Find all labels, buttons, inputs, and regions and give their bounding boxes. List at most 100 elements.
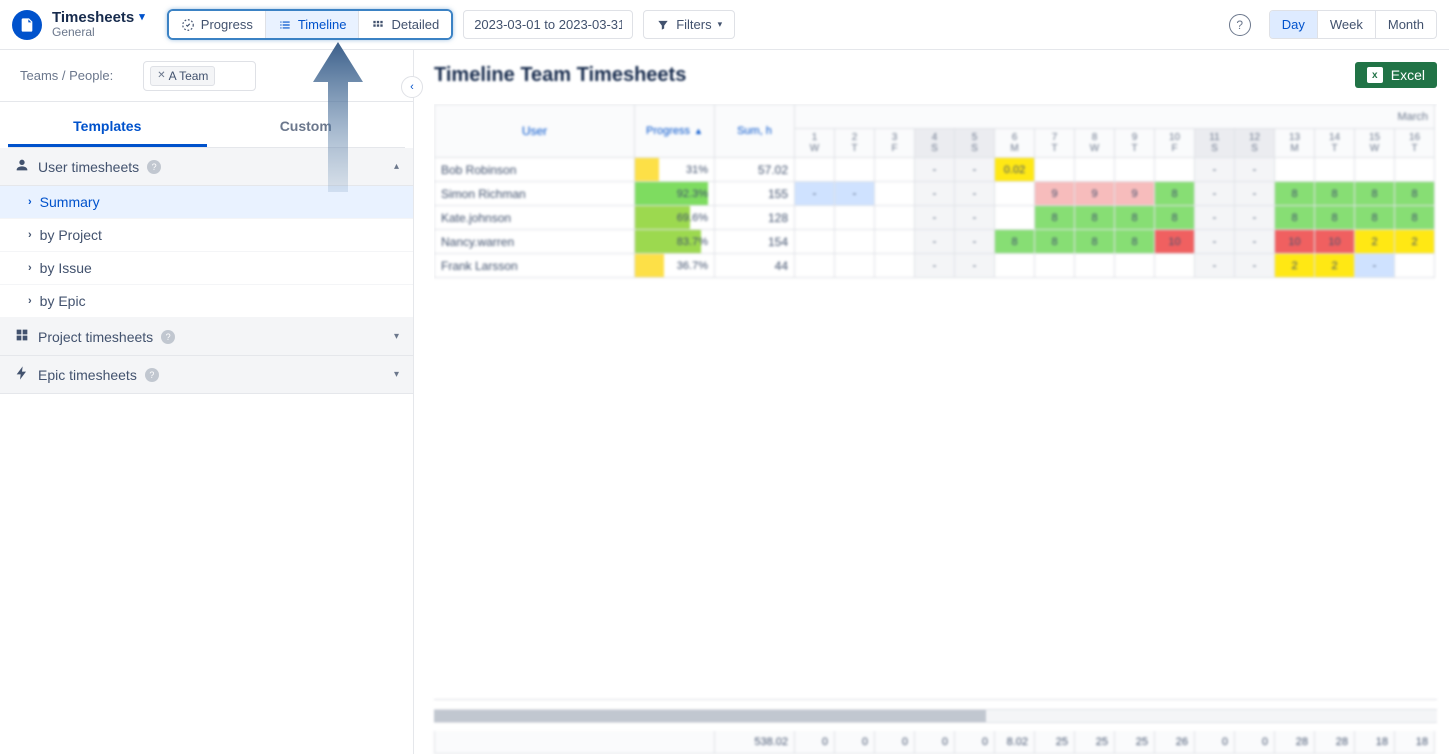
value-cell[interactable]: - (955, 230, 995, 254)
value-cell[interactable]: 8 (1395, 182, 1435, 206)
value-cell[interactable]: 2 (1275, 254, 1315, 278)
value-cell[interactable] (795, 206, 835, 230)
day-header[interactable]: 13M (1275, 129, 1315, 158)
view-timeline[interactable]: Timeline (266, 11, 360, 38)
value-cell[interactable]: 8 (1275, 206, 1315, 230)
day-header[interactable]: 2T (835, 129, 875, 158)
value-cell[interactable] (1035, 254, 1075, 278)
value-cell[interactable]: 2 (1315, 254, 1355, 278)
view-progress[interactable]: Progress (169, 11, 266, 38)
user-name[interactable]: Kate.johnson (435, 206, 635, 230)
value-cell[interactable]: - (915, 230, 955, 254)
value-cell[interactable]: - (1195, 158, 1235, 182)
horizontal-scrollbar[interactable] (434, 709, 1437, 723)
sidebar-collapse-button[interactable]: ‹ (401, 76, 423, 98)
help-icon[interactable]: ? (145, 368, 159, 382)
tree-item-1[interactable]: ›by Project (0, 219, 413, 252)
value-cell[interactable]: 10 (1315, 230, 1355, 254)
value-cell[interactable]: - (1195, 206, 1235, 230)
value-cell[interactable]: - (955, 254, 995, 278)
user-name[interactable]: Nancy.warren (435, 230, 635, 254)
value-cell[interactable]: 8 (1115, 206, 1155, 230)
value-cell[interactable]: - (1235, 206, 1275, 230)
value-cell[interactable] (875, 254, 915, 278)
day-header[interactable]: 9T (1115, 129, 1155, 158)
day-header[interactable]: 6M (995, 129, 1035, 158)
value-cell[interactable] (875, 182, 915, 206)
value-cell[interactable]: 8 (1035, 230, 1075, 254)
view-detailed[interactable]: Detailed (359, 11, 451, 38)
value-cell[interactable] (995, 254, 1035, 278)
scrollbar-thumb[interactable] (434, 710, 986, 722)
value-cell[interactable]: 10 (1275, 230, 1315, 254)
value-cell[interactable] (835, 206, 875, 230)
value-cell[interactable] (795, 254, 835, 278)
value-cell[interactable]: 8 (1355, 206, 1395, 230)
help-icon[interactable]: ? (147, 160, 161, 174)
day-header[interactable]: 7T (1035, 129, 1075, 158)
granularity-month[interactable]: Month (1376, 11, 1436, 38)
day-header[interactable]: 14T (1315, 129, 1355, 158)
value-cell[interactable]: - (915, 254, 955, 278)
tab-templates[interactable]: Templates (8, 108, 207, 147)
date-range-input[interactable] (463, 10, 633, 39)
value-cell[interactable]: 8 (1395, 206, 1435, 230)
filters-button[interactable]: Filters ▾ (643, 10, 735, 39)
day-header[interactable]: 3F (875, 129, 915, 158)
value-cell[interactable] (1075, 254, 1115, 278)
value-cell[interactable] (1315, 158, 1355, 182)
col-sum[interactable]: Sum, h (715, 105, 795, 158)
value-cell[interactable]: - (1355, 254, 1395, 278)
granularity-week[interactable]: Week (1318, 11, 1376, 38)
value-cell[interactable]: 9 (1075, 182, 1115, 206)
user-name[interactable]: Simon Richman (435, 182, 635, 206)
value-cell[interactable] (1395, 254, 1435, 278)
tree-item-0[interactable]: ›Summary (0, 186, 413, 219)
value-cell[interactable]: - (915, 158, 955, 182)
value-cell[interactable] (795, 158, 835, 182)
value-cell[interactable]: 2 (1395, 230, 1435, 254)
value-cell[interactable]: 8 (1035, 206, 1075, 230)
value-cell[interactable]: 8 (1155, 182, 1195, 206)
value-cell[interactable]: 8 (1115, 230, 1155, 254)
tab-custom[interactable]: Custom (207, 108, 406, 147)
title-block[interactable]: Timesheets ▾ General (52, 9, 145, 40)
day-header[interactable]: 8W (1075, 129, 1115, 158)
group-header-1[interactable]: Project timesheets?▾ (0, 318, 413, 356)
value-cell[interactable] (1155, 254, 1195, 278)
day-header[interactable]: 10F (1155, 129, 1195, 158)
day-header[interactable]: 4S (915, 129, 955, 158)
value-cell[interactable] (795, 230, 835, 254)
day-header[interactable]: 1W (795, 129, 835, 158)
day-header[interactable]: 12S (1235, 129, 1275, 158)
granularity-day[interactable]: Day (1270, 11, 1318, 38)
value-cell[interactable] (1155, 158, 1195, 182)
group-header-0[interactable]: User timesheets?▴ (0, 148, 413, 186)
value-cell[interactable] (835, 230, 875, 254)
value-cell[interactable]: - (1235, 230, 1275, 254)
col-progress[interactable]: Progress ▲ (635, 105, 715, 158)
value-cell[interactable]: - (915, 182, 955, 206)
value-cell[interactable] (1075, 158, 1115, 182)
value-cell[interactable]: 0.02 (995, 158, 1035, 182)
value-cell[interactable]: 8 (1155, 206, 1195, 230)
value-cell[interactable]: 9 (1035, 182, 1075, 206)
value-cell[interactable]: - (1195, 230, 1235, 254)
day-header[interactable]: 5S (955, 129, 995, 158)
user-name[interactable]: Frank Larsson (435, 254, 635, 278)
value-cell[interactable]: 10 (1155, 230, 1195, 254)
teams-input[interactable]: ✕ A Team (143, 61, 256, 91)
value-cell[interactable] (835, 158, 875, 182)
value-cell[interactable]: - (835, 182, 875, 206)
value-cell[interactable]: 8 (1075, 230, 1115, 254)
value-cell[interactable]: 8 (1315, 206, 1355, 230)
day-header[interactable]: 11S (1195, 129, 1235, 158)
value-cell[interactable]: - (955, 206, 995, 230)
value-cell[interactable] (835, 254, 875, 278)
value-cell[interactable]: - (1195, 254, 1235, 278)
day-header[interactable]: 16T (1395, 129, 1435, 158)
value-cell[interactable]: 9 (1115, 182, 1155, 206)
team-chip[interactable]: ✕ A Team (150, 66, 215, 86)
value-cell[interactable]: 8 (1075, 206, 1115, 230)
value-cell[interactable] (1115, 254, 1155, 278)
